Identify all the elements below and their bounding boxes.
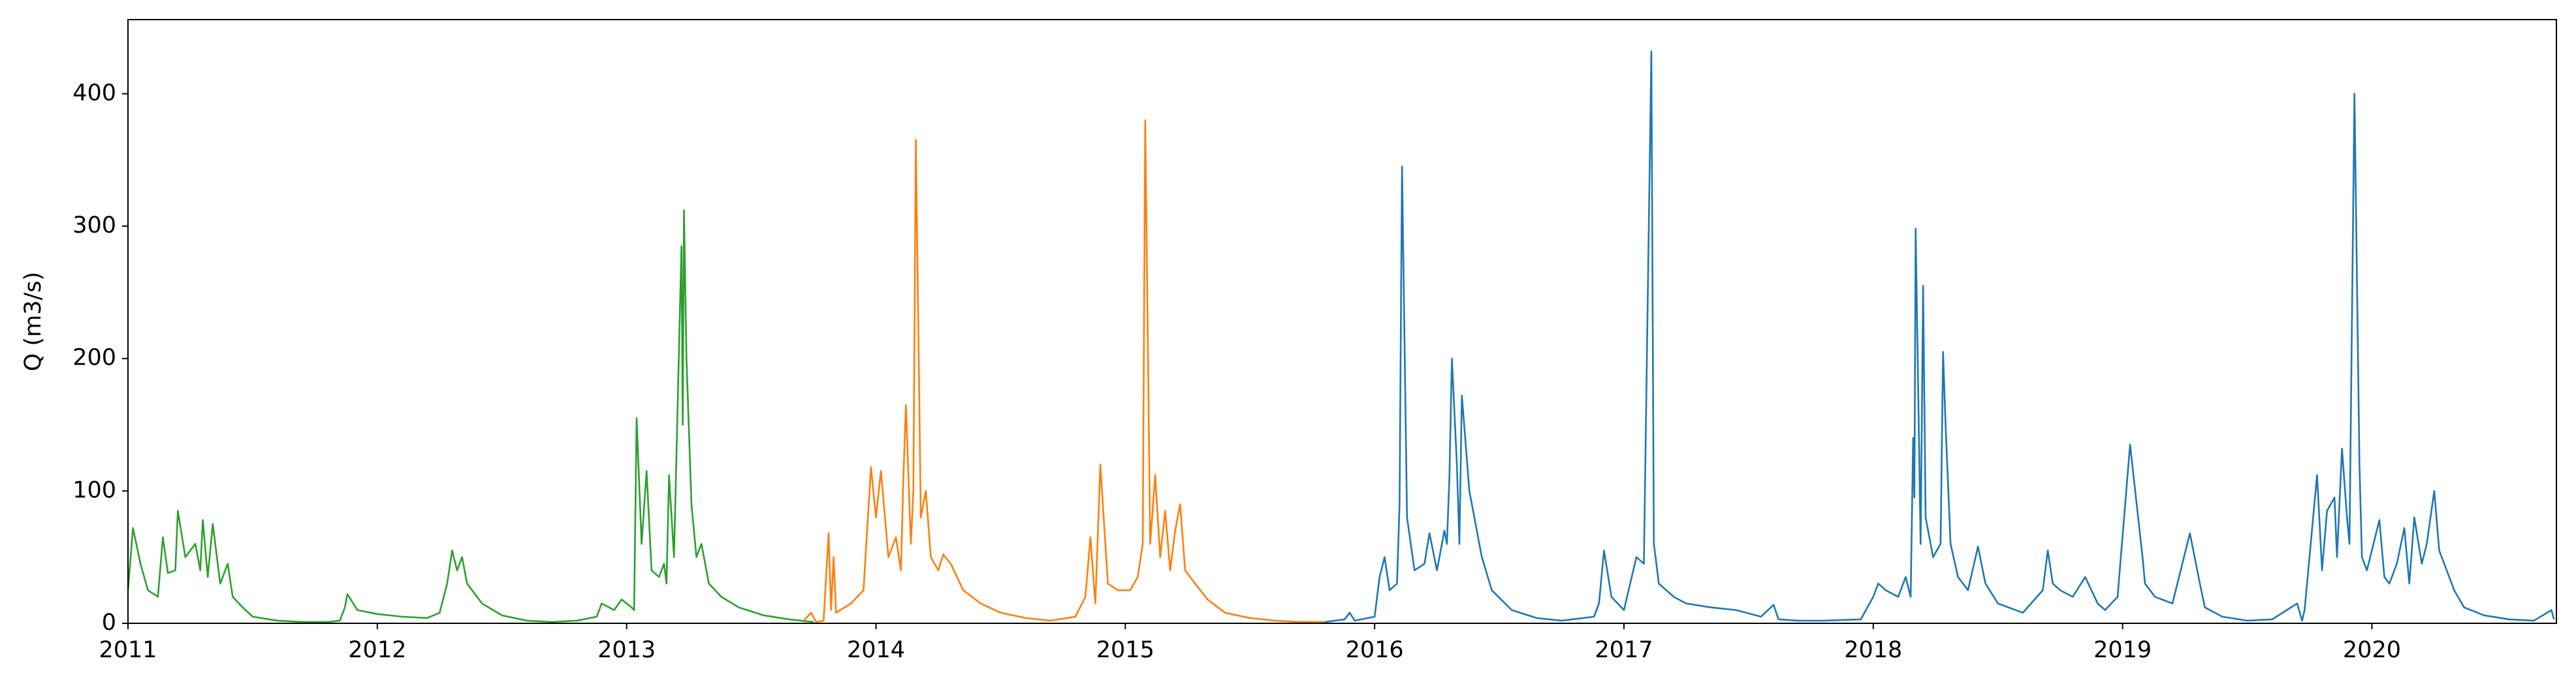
y-tick-label: 100 [72,477,116,503]
y-tick-label: 200 [72,345,116,371]
plot-frame [127,19,2557,624]
y-tick-label: 400 [72,80,116,106]
x-tick-label: 2020 [2343,637,2401,663]
flow-line [1324,50,2555,623]
x-tick-label: 2012 [348,637,406,663]
x-tick-label: 2011 [99,637,157,663]
x-tick-label: 2015 [1096,637,1154,663]
x-tick-label: 2019 [2093,637,2152,663]
x-tick-label: 2017 [1595,637,1653,663]
x-tick-label: 2018 [1844,637,1902,663]
y-axis-label: Q (m3/s) [20,272,46,371]
x-tick-label: 2014 [847,637,905,663]
x-tick-label: 2013 [597,637,656,663]
y-tick-label: 0 [102,610,116,636]
x-tick-label: 2016 [1346,637,1404,663]
flow-line [128,209,814,623]
flow-line [803,119,1325,623]
y-tick-label: 300 [72,212,116,238]
